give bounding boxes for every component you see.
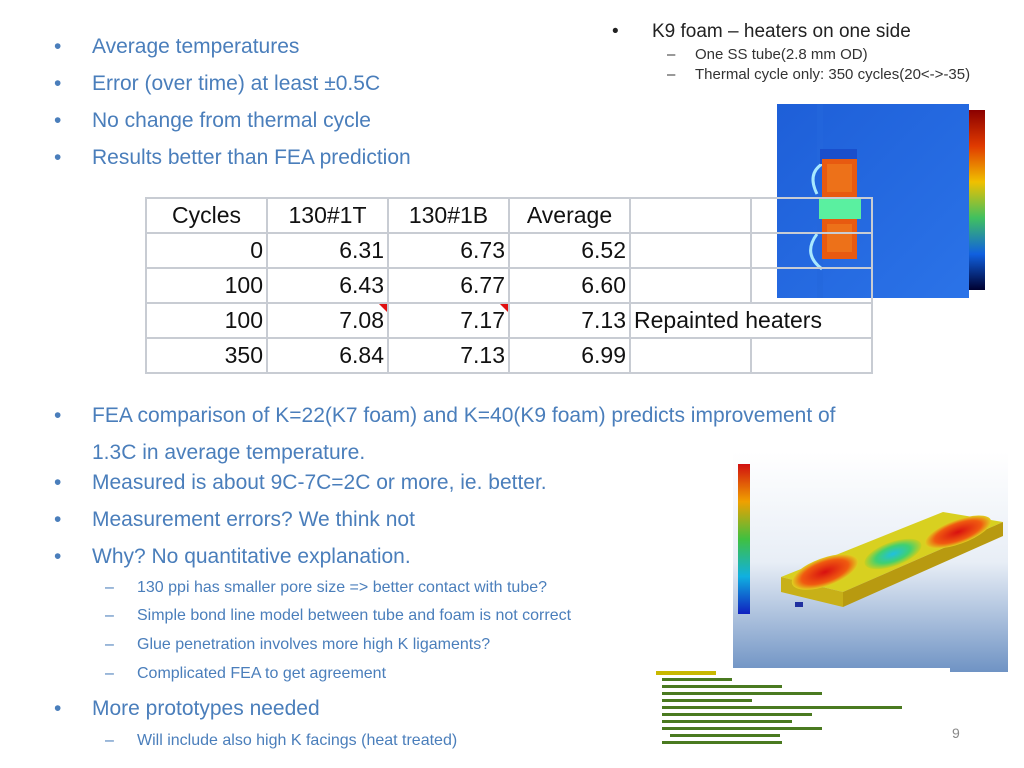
bullet-text: Measurement errors? We think not	[92, 508, 415, 531]
table-row: 350 6.84 7.13 6.99	[145, 337, 873, 374]
table-header-cell	[629, 197, 752, 234]
bullet-text: No change from thermal cycle	[92, 109, 371, 132]
table-cell: 0	[145, 232, 268, 269]
table-cell-commented[interactable]: 7.17	[387, 302, 510, 339]
bullet-error: • Error (over time) at least ±0.5C	[54, 71, 381, 97]
table-cell: 6.52	[508, 232, 631, 269]
table-cell-commented[interactable]: 7.08	[266, 302, 389, 339]
k9-sub-text: Thermal cycle only: 350 cycles(20<->-35)	[695, 66, 971, 83]
bullet-text: Error (over time) at least ±0.5C	[92, 72, 381, 95]
table-cell	[629, 267, 752, 304]
k9-heading-text: K9 foam – heaters on one side	[652, 21, 911, 42]
sub-bullet-text: Simple bond line model between tube and …	[137, 607, 572, 624]
table-cell	[629, 337, 752, 374]
bullet-fea-comparison: • FEA comparison of K=22(K7 foam) and K=…	[54, 403, 932, 466]
bullet-dot: •	[54, 35, 62, 58]
bullet-dot: •	[54, 404, 62, 427]
table-row: 100 7.08 7.17 7.13 Repainted heaters	[145, 302, 873, 339]
table-cell: 7.13	[508, 302, 631, 339]
bullet-dot: •	[54, 471, 62, 494]
bullet-text-line1: FEA comparison of K=22(K7 foam) and K=40…	[92, 404, 836, 427]
bullet-why: • Why? No quantitative explanation.	[54, 544, 411, 570]
table-cell: 7.13	[387, 337, 510, 374]
table-header-cell: Average	[508, 197, 631, 234]
dash: –	[105, 665, 114, 682]
fea-simulation-image	[733, 452, 1008, 672]
sub-bullet-complicated-fea: – Complicated FEA to get agreement	[105, 664, 387, 684]
results-table: Cycles 130#1T 130#1B Average 0 6.31 6.73…	[145, 197, 873, 374]
table-cell-value: 7.08	[339, 307, 384, 333]
sub-bullet-text: Complicated FEA to get agreement	[137, 665, 387, 682]
table-cell: 100	[145, 267, 268, 304]
bullet-dot: •	[54, 109, 62, 132]
page-number: 9	[952, 725, 960, 741]
table-cell: 6.31	[266, 232, 389, 269]
table-cell: 6.84	[266, 337, 389, 374]
table-cell: 350	[145, 337, 268, 374]
dash: –	[105, 636, 114, 653]
table-header-row: Cycles 130#1T 130#1B Average	[145, 197, 873, 234]
bullet-text: Measured is about 9C-7C=2C or more, ie. …	[92, 471, 547, 494]
bullet-text-line2: 1.3C in average temperature.	[92, 441, 366, 464]
table-cell	[750, 267, 873, 304]
material-properties-notes-image	[650, 668, 950, 754]
bullet-text: Average temperatures	[92, 35, 300, 58]
bullet-text: Why? No quantitative explanation.	[92, 545, 411, 568]
bullet-dot: •	[54, 545, 62, 568]
sub-bullet-pore-size: – 130 ppi has smaller pore size => bette…	[105, 578, 548, 598]
table-row: 100 6.43 6.77 6.60	[145, 267, 873, 304]
k9-heading: • K9 foam – heaters on one side	[612, 20, 911, 44]
k9-sub-tube: – One SS tube(2.8 mm OD)	[667, 45, 868, 64]
bullet-dot: •	[54, 697, 62, 720]
table-header-cell	[750, 197, 873, 234]
sub-bullet-text: Glue penetration involves more high K li…	[137, 636, 491, 653]
k9-sub-cycle: – Thermal cycle only: 350 cycles(20<->-3…	[667, 65, 971, 84]
dash: –	[105, 732, 114, 749]
table-cell	[750, 337, 873, 374]
table-cell-value: 7.17	[460, 307, 505, 333]
dash: –	[105, 607, 114, 624]
table-header-cell: 130#1B	[387, 197, 510, 234]
bullet-no-change: • No change from thermal cycle	[54, 108, 371, 134]
bullet-dot: •	[612, 21, 619, 42]
bullet-dot: •	[54, 146, 62, 169]
table-header-cell: Cycles	[145, 197, 268, 234]
bullet-text: Results better than FEA prediction	[92, 146, 411, 169]
sub-bullet-glue: – Glue penetration involves more high K …	[105, 635, 491, 655]
dash: –	[105, 579, 114, 596]
bullet-results-better: • Results better than FEA prediction	[54, 145, 411, 171]
comment-marker-icon[interactable]	[500, 304, 508, 312]
k9-sub-text: One SS tube(2.8 mm OD)	[695, 46, 868, 63]
table-cell: 6.43	[266, 267, 389, 304]
bullet-dot: •	[54, 508, 62, 531]
sub-bullet-high-k-facings: – Will include also high K facings (heat…	[105, 731, 458, 751]
bullet-measurement-errors: • Measurement errors? We think not	[54, 507, 415, 533]
bullet-dot: •	[54, 72, 62, 95]
table-row: 0 6.31 6.73 6.52	[145, 232, 873, 269]
dash: –	[667, 66, 676, 83]
sub-bullet-text: Will include also high K facings (heat t…	[137, 732, 458, 749]
table-cell-note: Repainted heaters	[629, 302, 873, 339]
bullet-more-prototypes: • More prototypes needed	[54, 696, 320, 722]
comment-marker-icon[interactable]	[379, 304, 387, 312]
bullet-text: More prototypes needed	[92, 697, 320, 720]
bullet-measured: • Measured is about 9C-7C=2C or more, ie…	[54, 470, 547, 496]
table-header-cell: 130#1T	[266, 197, 389, 234]
dash: –	[667, 46, 676, 63]
table-cell	[750, 232, 873, 269]
table-cell: 6.60	[508, 267, 631, 304]
bullet-average-temperatures: • Average temperatures	[54, 34, 300, 60]
table-cell: 6.73	[387, 232, 510, 269]
sub-bullet-text: 130 ppi has smaller pore size => better …	[137, 579, 548, 596]
table-cell: 6.77	[387, 267, 510, 304]
table-cell: 100	[145, 302, 268, 339]
table-cell: 6.99	[508, 337, 631, 374]
sub-bullet-bond-line: – Simple bond line model between tube an…	[105, 606, 572, 626]
table-cell	[629, 232, 752, 269]
